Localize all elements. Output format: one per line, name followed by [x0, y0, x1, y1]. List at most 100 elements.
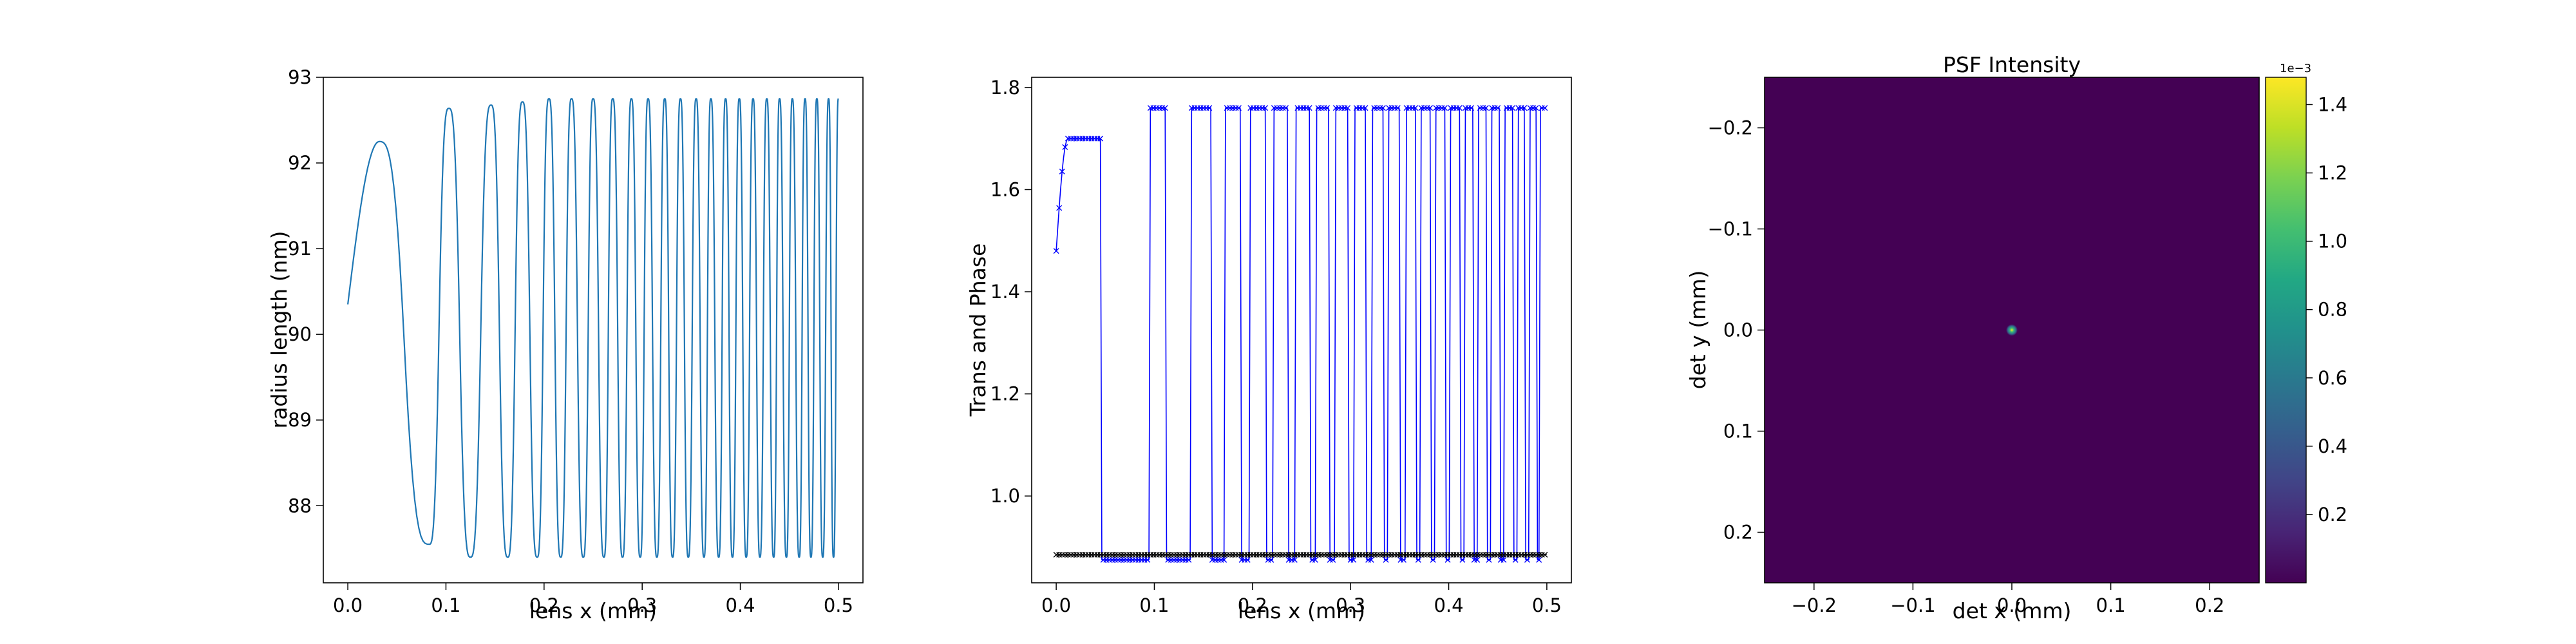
trans-blue-marker: [1379, 105, 1386, 111]
trans-blue-marker: [1053, 248, 1059, 254]
panel-psf: −0.2 −0.1 0.0 0.1 0.2 −0.2 −0.1 0.0 0.1 0.2 PSF …: [1685, 52, 2347, 623]
trans-blue-marker: [1441, 105, 1448, 111]
trans-blue-marker: [1510, 105, 1516, 111]
radius-x-ticks: 0.0 0.1 0.2 0.3 0.4 0.5: [333, 583, 853, 616]
colorbar-tick-label: 0.6: [2318, 367, 2347, 389]
colorbar-tick-label: 0.4: [2318, 435, 2347, 457]
trans-blue-marker: [1268, 556, 1274, 563]
trans-blue-marker: [1206, 105, 1213, 111]
trans-blue-marker: [1056, 205, 1063, 211]
trans-blue-marker: [1262, 105, 1269, 111]
psf-y-tick-label: −0.1: [1708, 218, 1753, 240]
trans-x-ticks: 0.0 0.1 0.2 0.3 0.4 0.5: [1041, 583, 1562, 616]
radius-y-ticks: 88 89 90 91 92 93: [288, 66, 323, 516]
trans-blue-marker: [1144, 556, 1151, 563]
trans-blue-marker: [1383, 556, 1389, 563]
trans-blue-marker: [1536, 556, 1542, 563]
psf-x-tick-label: −0.2: [1792, 594, 1837, 616]
radius-y-tick-label: 93: [288, 66, 312, 88]
radius-y-tick-label: 92: [288, 152, 312, 174]
psf-x-tick-label: 0.0: [1997, 594, 2027, 616]
trans-blue-marker: [1533, 105, 1539, 111]
trans-blue-marker: [1059, 168, 1065, 175]
trans-blue-series-line: [1056, 107, 1547, 561]
psf-y-axis-label: det y (mm): [1685, 270, 1710, 390]
radius-x-axis-label: lens x (mm): [529, 598, 657, 623]
radius-x-tick-label: 0.1: [431, 594, 460, 616]
radius-x-tick-label: 0.2: [529, 594, 559, 616]
trans-blue-marker: [1324, 105, 1331, 111]
psf-y-ticks: −0.2 −0.1 0.0 0.1 0.2: [1708, 117, 1765, 544]
trans-blue-marker: [1186, 556, 1192, 563]
trans-blue-marker: [1427, 105, 1434, 111]
radius-y-tick-label: 90: [288, 323, 312, 345]
trans-x-axis-label: lens x (mm): [1238, 598, 1365, 623]
trans-blue-marker: [1062, 144, 1068, 150]
trans-blue-marker: [1482, 105, 1489, 111]
radius-x-tick-label: 0.3: [627, 594, 657, 616]
trans-y-tick-label: 1.6: [990, 178, 1020, 200]
panel-trans-phase: 1.0 1.2 1.4 1.6 1.8 0.0 0.1 0.2 0.3 0.4 0.5 lens …: [965, 77, 1572, 623]
colorbar-tick-label: 1.2: [2318, 162, 2347, 184]
colorbar-offset-label: 1e−3: [2280, 62, 2311, 75]
trans-blue-marker: [1345, 105, 1351, 111]
radius-y-tick-label: 89: [288, 409, 312, 431]
radius-series-line: [346, 98, 839, 558]
trans-blue-marker: [1362, 105, 1368, 111]
trans-blue-marker: [1097, 135, 1104, 142]
trans-blue-marker: [1221, 556, 1227, 563]
psf-spot: [2006, 324, 2018, 336]
trans-y-axis-label: Trans and Phase: [965, 243, 990, 417]
psf-title: PSF Intensity: [1943, 52, 2081, 77]
trans-blue-marker: [1474, 556, 1481, 563]
trans-x-tick-label: 0.2: [1238, 594, 1267, 616]
psf-y-tick-label: 0.2: [1723, 522, 1753, 544]
psf-y-tick-label: 0.1: [1723, 421, 1753, 442]
trans-blue-marker: [1412, 105, 1419, 111]
trans-blue-marker: [1162, 105, 1168, 111]
radius-y-tick-label: 91: [288, 238, 312, 260]
trans-x-tick-label: 0.3: [1336, 594, 1365, 616]
trans-blue-marker: [1495, 105, 1501, 111]
radius-x-tick-label: 0.5: [824, 594, 853, 616]
colorbar-tick-label: 0.8: [2318, 299, 2347, 321]
psf-y-tick-label: −0.2: [1708, 117, 1753, 139]
trans-y-tick-label: 1.2: [990, 383, 1020, 405]
trans-black-marker: [1542, 551, 1548, 558]
radius-axes-frame: [323, 77, 864, 583]
colorbar-ticks: 0.2 0.4 0.6 0.8 1.0 1.2 1.4: [2306, 93, 2347, 526]
trans-blue-series-markers: [1053, 105, 1548, 563]
trans-blue-marker: [1524, 556, 1530, 563]
trans-blue-marker: [1444, 556, 1451, 563]
trans-blue-marker: [1468, 105, 1475, 111]
trans-blue-marker: [1291, 556, 1298, 563]
trans-x-tick-label: 0.0: [1041, 594, 1071, 616]
psf-x-tick-label: −0.1: [1890, 594, 1935, 616]
trans-blue-marker: [1400, 556, 1406, 563]
trans-blue-marker: [1415, 556, 1421, 563]
colorbar-tick-label: 0.2: [2318, 504, 2347, 526]
trans-blue-marker: [1306, 105, 1312, 111]
psf-x-tick-label: 0.1: [2096, 594, 2126, 616]
trans-blue-marker: [1330, 556, 1336, 563]
trans-blue-marker: [1394, 105, 1401, 111]
trans-blue-marker: [1244, 556, 1251, 563]
psf-y-tick-label: 0.0: [1723, 319, 1753, 341]
trans-x-tick-label: 0.1: [1139, 594, 1169, 616]
trans-blue-marker: [1542, 105, 1548, 111]
trans-blue-marker: [1235, 105, 1242, 111]
trans-blue-marker: [1368, 556, 1374, 563]
radius-y-tick-label: 88: [288, 495, 312, 516]
trans-blue-marker: [1283, 105, 1289, 111]
trans-blue-marker: [1456, 105, 1463, 111]
psf-x-tick-label: 0.2: [2195, 594, 2224, 616]
trans-blue-marker: [1350, 556, 1357, 563]
trans-y-tick-label: 1.0: [990, 485, 1020, 507]
trans-x-tick-label: 0.5: [1532, 594, 1562, 616]
psf-x-axis-label: det x (mm): [1953, 598, 2072, 623]
trans-blue-marker: [1501, 556, 1507, 563]
trans-y-tick-label: 1.8: [990, 77, 1020, 99]
colorbar-tick-label: 1.4: [2318, 93, 2347, 115]
psf-x-ticks: −0.2 −0.1 0.0 0.1 0.2: [1792, 583, 2224, 616]
